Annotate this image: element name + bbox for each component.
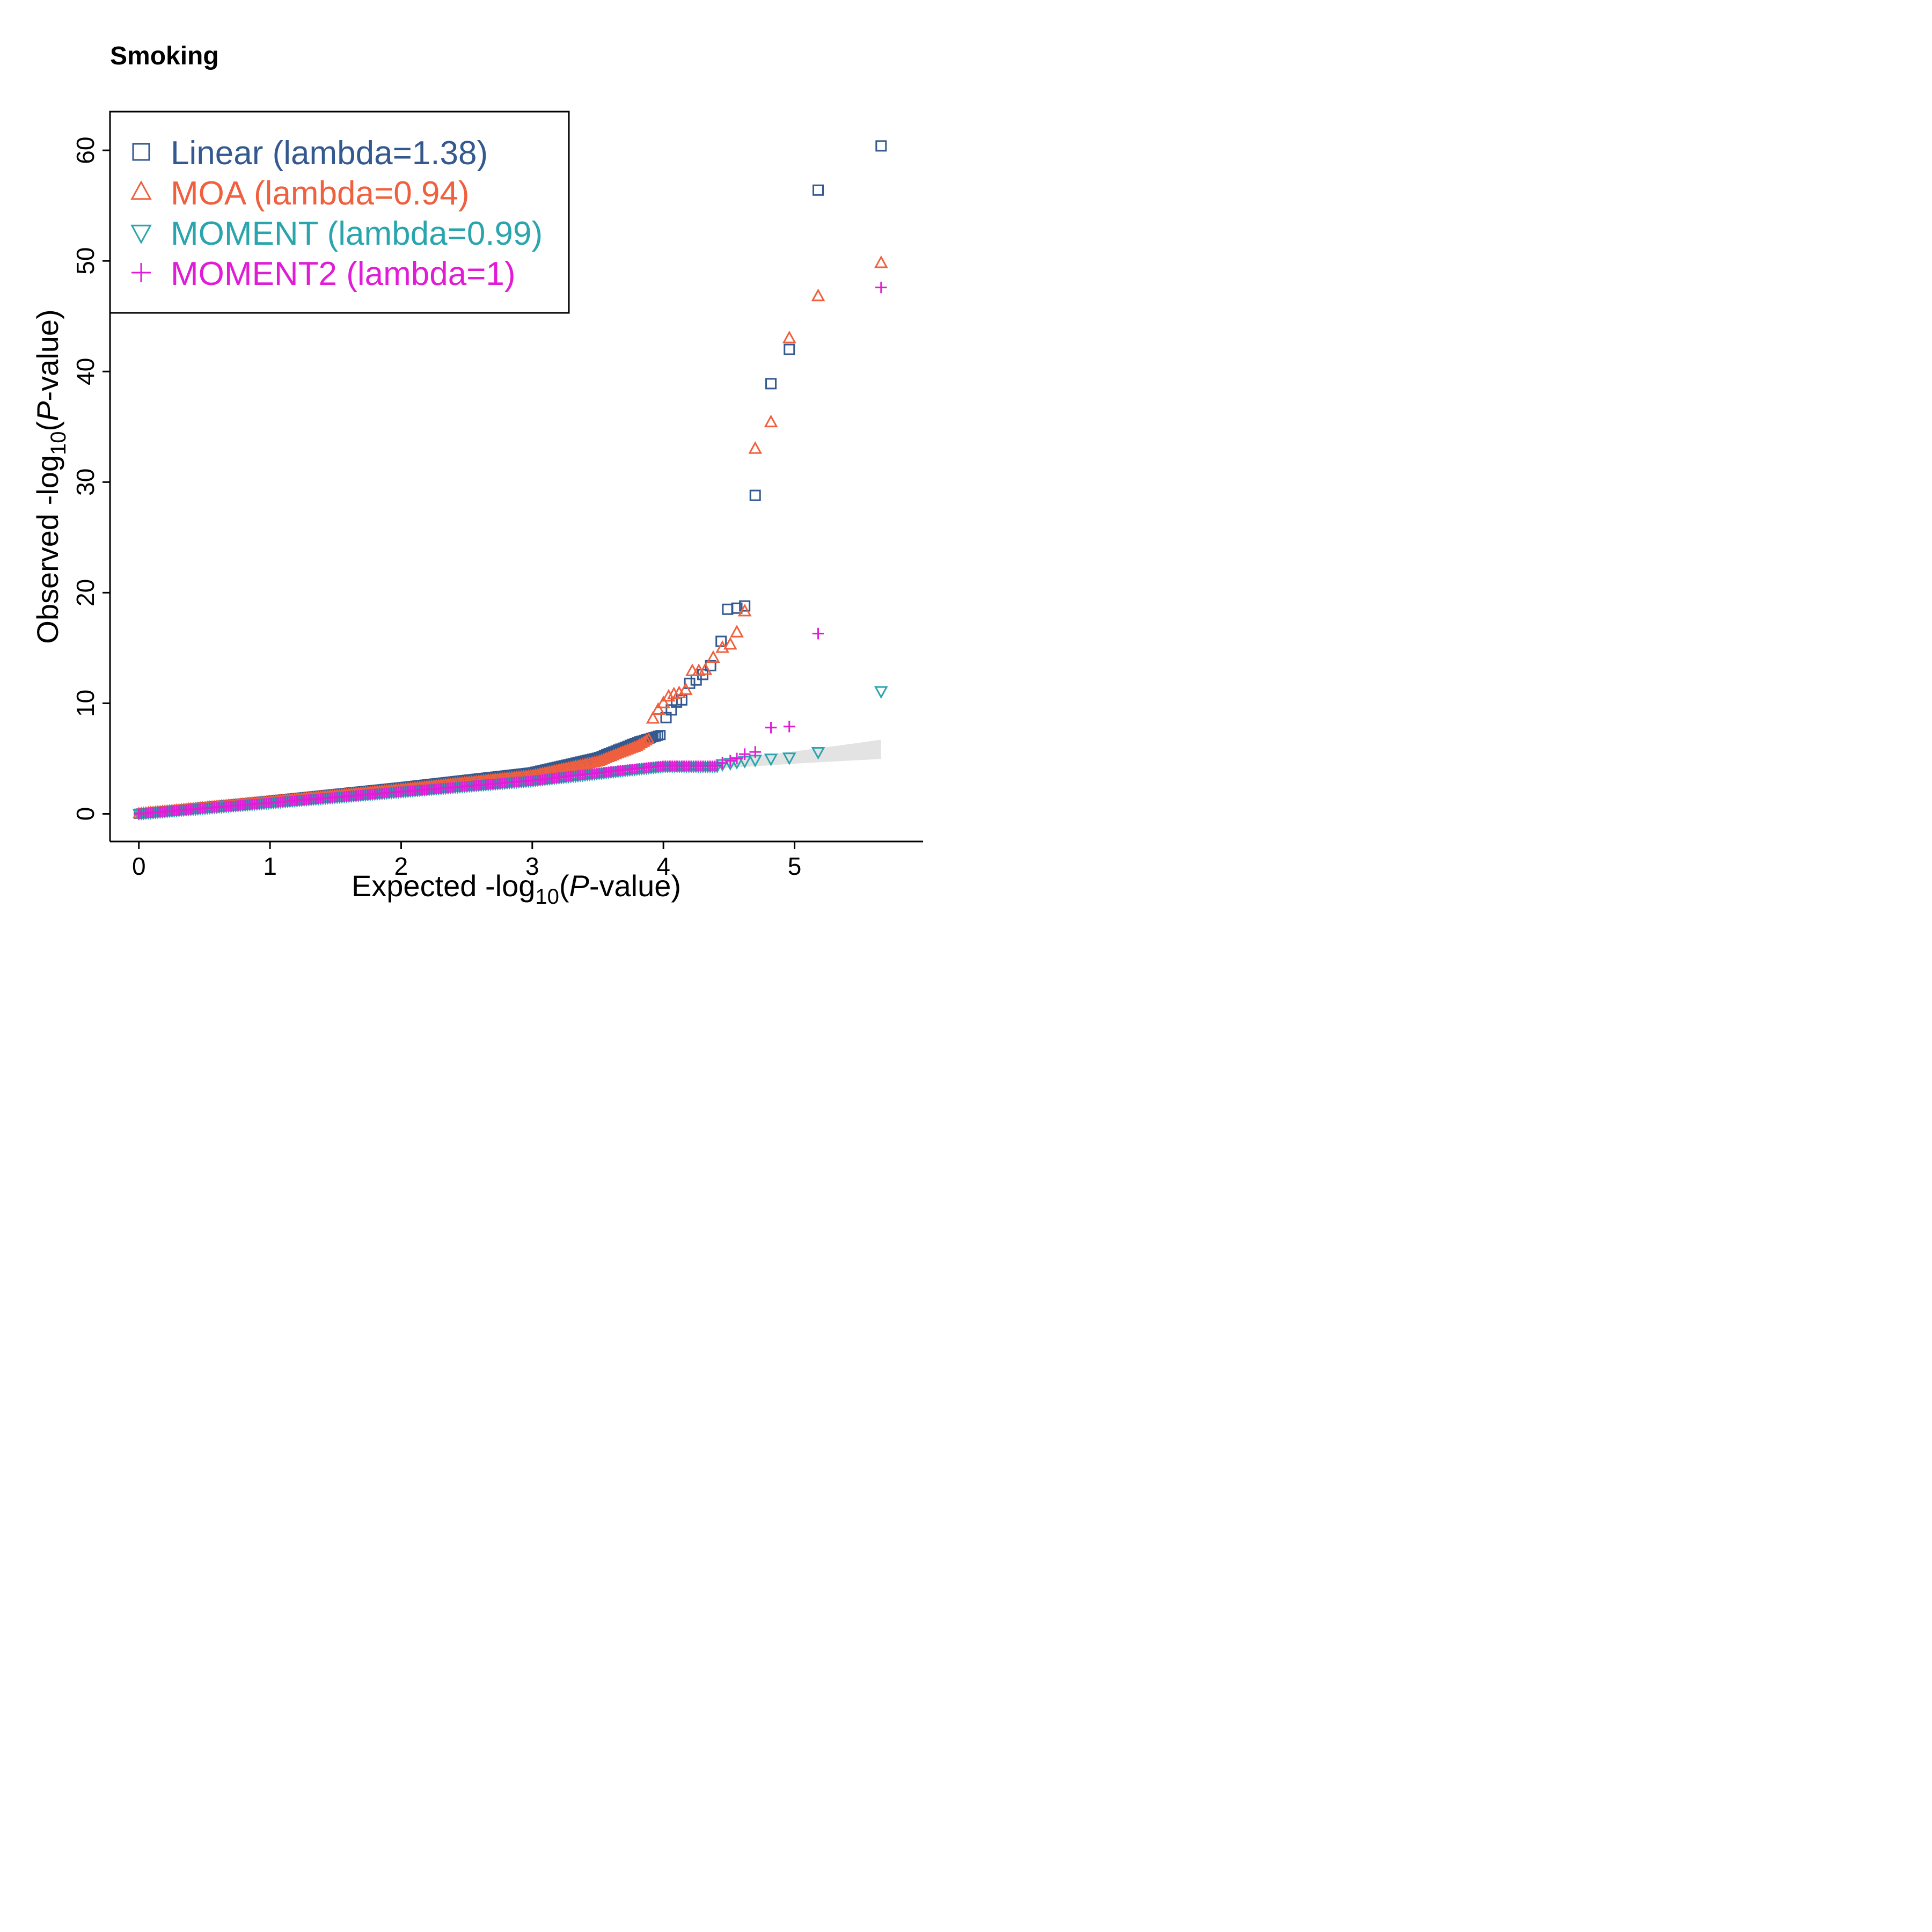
point: [875, 281, 887, 294]
point: [765, 378, 777, 390]
point: [642, 732, 655, 744]
point: [716, 757, 728, 769]
x-tick-label: 5: [788, 852, 802, 880]
point: [723, 636, 737, 650]
legend-label-moa: MOA (lambda=0.94): [171, 175, 470, 212]
data-points: [133, 140, 888, 821]
point: [739, 600, 751, 612]
point: [638, 735, 650, 747]
y-axis-title-open: (: [31, 421, 64, 431]
point: [782, 752, 796, 765]
y-axis-title-prefix: Observed -log: [31, 455, 64, 644]
x-tick-label: 4: [656, 852, 670, 880]
point: [651, 702, 665, 715]
y-tick-label: 0: [71, 807, 99, 821]
point: [749, 489, 761, 501]
y-tick-label: 30: [71, 469, 99, 496]
point: [655, 730, 666, 741]
legend-box: [109, 111, 570, 314]
x-axis-ticks: 0 1 2 3 4 5: [132, 841, 801, 880]
chart-title: Smoking: [110, 42, 219, 70]
point: [764, 753, 778, 766]
point: [662, 689, 676, 702]
series-3: [134, 281, 887, 819]
point: [715, 635, 727, 647]
point: [678, 682, 693, 695]
point: [656, 696, 671, 708]
point: [722, 603, 734, 615]
point: [748, 441, 763, 454]
point: [764, 414, 778, 428]
point: [811, 747, 825, 760]
legend-label-linear: Linear (lambda=1.38): [171, 135, 488, 172]
x-tick-label: 1: [263, 852, 277, 880]
x-axis-title-italic: P: [569, 869, 589, 903]
point: [738, 748, 751, 760]
point: [730, 625, 744, 638]
legend-symbol-3: [131, 263, 151, 282]
legend-symbols: [130, 143, 152, 282]
point: [812, 627, 824, 640]
y-axis-title-suffix: -value): [31, 309, 64, 401]
y-axis-ticks: 0 10 20 30 40 50 60: [71, 137, 110, 821]
y-tick-label: 40: [71, 358, 99, 385]
x-tick-label: 3: [525, 852, 539, 880]
x-axis-title-subscript: 10: [535, 885, 559, 909]
x-axis-title: Expected -log10(P-value): [352, 869, 681, 909]
y-tick-label: 20: [71, 579, 99, 606]
y-tick-label: 60: [71, 137, 99, 164]
point: [731, 602, 743, 614]
x-tick-label: 2: [394, 852, 408, 880]
series-1: [133, 255, 888, 818]
legend: Linear (lambda=1.38) MOA (lambda=0.94) M…: [109, 111, 570, 314]
point: [685, 663, 699, 676]
point: [782, 331, 796, 343]
y-axis-title: Observed -log10(P-value): [31, 309, 70, 643]
x-axis-title-open: (: [559, 869, 569, 903]
x-axis-title-suffix: -value): [589, 869, 681, 903]
point: [875, 140, 887, 152]
y-tick-label: 50: [71, 247, 99, 275]
point: [684, 677, 696, 689]
point: [640, 734, 653, 745]
point: [737, 604, 752, 617]
point: [724, 755, 736, 767]
point: [646, 711, 660, 724]
legend-label-moment: MOMENT (lambda=0.99): [171, 215, 543, 252]
legend-symbol-0: [132, 143, 150, 161]
point: [765, 721, 777, 734]
legend-label-moment2: MOMENT2 (lambda=1): [171, 255, 516, 292]
y-axis-title-italic: P: [31, 401, 64, 421]
legend-symbol-1: [130, 180, 152, 200]
y-tick-label: 10: [71, 690, 99, 717]
point: [676, 694, 687, 706]
point: [698, 662, 713, 675]
point: [731, 752, 743, 765]
x-tick-label: 0: [132, 852, 146, 880]
point: [874, 686, 888, 699]
y-axis-title-subscript: 10: [47, 431, 70, 455]
point: [784, 343, 795, 355]
point: [813, 184, 824, 196]
point: [706, 650, 720, 663]
x-axis-title-prefix: Expected -log: [352, 869, 535, 903]
legend-symbol-2: [130, 224, 152, 244]
point: [783, 720, 795, 733]
point: [874, 255, 888, 268]
point: [811, 288, 825, 302]
point: [749, 746, 762, 758]
